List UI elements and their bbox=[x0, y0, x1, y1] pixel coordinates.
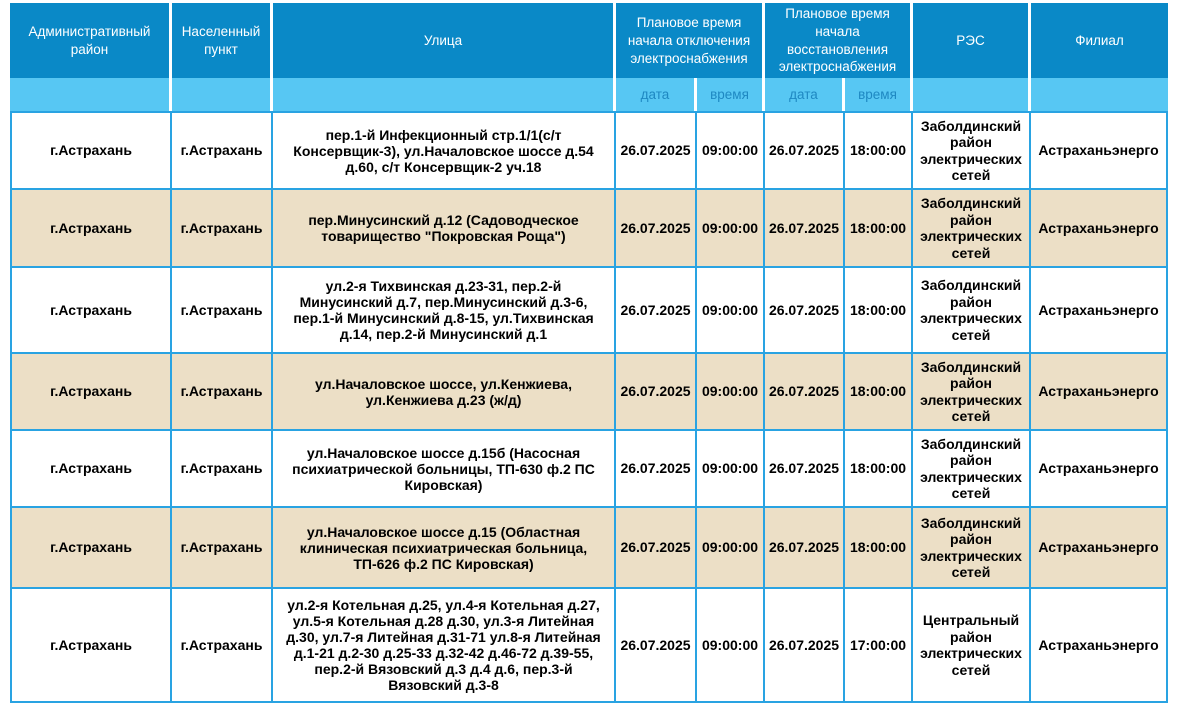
table-row: г.Астрахань г.Астрахань ул.Началовское ш… bbox=[10, 431, 1168, 509]
cell-branch: Астраханьэнерго bbox=[1031, 268, 1168, 355]
cell-off-time: 09:00:00 bbox=[697, 354, 765, 432]
cell-settlement: г.Астрахань bbox=[172, 508, 273, 590]
col-header-restore-start: Плановое время начала восстановления эле… bbox=[765, 3, 913, 79]
cell-street: ул.Началовское шоссе, ул.Кенжиева, ул.Ке… bbox=[273, 354, 616, 432]
cell-off-time: 09:00:00 bbox=[697, 508, 765, 590]
cell-branch: Астраханьэнерго bbox=[1031, 508, 1168, 590]
cell-on-time: 18:00:00 bbox=[845, 354, 913, 432]
table-row: г.Астрахань г.Астрахань пер.1-й Инфекцио… bbox=[10, 111, 1168, 191]
cell-street: ул.Началовское шоссе д.15б (Насосная пси… bbox=[273, 431, 616, 509]
cell-on-time: 18:00:00 bbox=[845, 190, 913, 269]
planned-outages-table: Административный район Населенный пункт … bbox=[10, 3, 1168, 704]
cell-res: Заболдинский район электрических сетей bbox=[913, 190, 1031, 269]
subheader-empty-settlement bbox=[172, 78, 273, 112]
cell-res: Заболдинский район электрических сетей bbox=[913, 111, 1031, 191]
table-row: г.Астрахань г.Астрахань пер.Минусинский … bbox=[10, 190, 1168, 269]
cell-off-date: 26.07.2025 bbox=[616, 111, 697, 191]
outages-table-container: Административный район Населенный пункт … bbox=[10, 3, 1168, 704]
cell-off-date: 26.07.2025 bbox=[616, 589, 697, 704]
cell-on-time: 17:00:00 bbox=[845, 589, 913, 704]
table-row: г.Астрахань г.Астрахань ул.Началовское ш… bbox=[10, 354, 1168, 432]
cell-res: Заболдинский район электрических сетей bbox=[913, 268, 1031, 355]
subheader-empty-street bbox=[273, 78, 616, 112]
cell-on-time: 18:00:00 bbox=[845, 431, 913, 509]
cell-on-date: 26.07.2025 bbox=[765, 589, 845, 704]
col-header-res: РЭС bbox=[913, 3, 1031, 79]
cell-on-time: 18:00:00 bbox=[845, 111, 913, 191]
cell-on-date: 26.07.2025 bbox=[765, 431, 845, 509]
col-header-branch: Филиал bbox=[1031, 3, 1168, 79]
col-header-district: Административный район bbox=[10, 3, 172, 79]
cell-res: Заболдинский район электрических сетей bbox=[913, 508, 1031, 590]
subcol-header-on-date: дата bbox=[765, 78, 845, 112]
cell-settlement: г.Астрахань bbox=[172, 111, 273, 191]
cell-settlement: г.Астрахань bbox=[172, 589, 273, 704]
subheader-row: дата время дата время bbox=[10, 78, 1168, 112]
cell-on-date: 26.07.2025 bbox=[765, 111, 845, 191]
cell-street: пер.1-й Инфекционный стр.1/1(с/т Консерв… bbox=[273, 111, 616, 191]
cell-branch: Астраханьэнерго bbox=[1031, 431, 1168, 509]
cell-district: г.Астрахань bbox=[10, 268, 172, 355]
table-row: г.Астрахань г.Астрахань ул.Началовское ш… bbox=[10, 508, 1168, 590]
cell-res: Центральный район электрических сетей bbox=[913, 589, 1031, 704]
col-header-outage-start: Плановое время начала отключения электро… bbox=[616, 3, 765, 79]
cell-off-time: 09:00:00 bbox=[697, 190, 765, 269]
cell-off-date: 26.07.2025 bbox=[616, 354, 697, 432]
cell-off-date: 26.07.2025 bbox=[616, 508, 697, 590]
cell-branch: Астраханьэнерго bbox=[1031, 589, 1168, 704]
cell-on-time: 18:00:00 bbox=[845, 508, 913, 590]
cell-off-date: 26.07.2025 bbox=[616, 431, 697, 509]
table-row: г.Астрахань г.Астрахань ул.2-я Котельная… bbox=[10, 589, 1168, 704]
subcol-header-on-time: время bbox=[845, 78, 913, 112]
cell-settlement: г.Астрахань bbox=[172, 268, 273, 355]
subheader-empty-district bbox=[10, 78, 172, 112]
subcol-header-off-time: время bbox=[697, 78, 765, 112]
cell-street: ул.Началовское шоссе д.15 (Областная кли… bbox=[273, 508, 616, 590]
cell-branch: Астраханьэнерго bbox=[1031, 111, 1168, 191]
cell-district: г.Астрахань bbox=[10, 354, 172, 432]
subheader-empty-res bbox=[913, 78, 1031, 112]
cell-on-date: 26.07.2025 bbox=[765, 354, 845, 432]
cell-district: г.Астрахань bbox=[10, 589, 172, 704]
cell-off-date: 26.07.2025 bbox=[616, 268, 697, 355]
cell-on-date: 26.07.2025 bbox=[765, 508, 845, 590]
col-header-street: Улица bbox=[273, 3, 616, 79]
cell-branch: Астраханьэнерго bbox=[1031, 190, 1168, 269]
cell-district: г.Астрахань bbox=[10, 190, 172, 269]
cell-on-time: 18:00:00 bbox=[845, 268, 913, 355]
cell-street: пер.Минусинский д.12 (Садоводческое това… bbox=[273, 190, 616, 269]
cell-settlement: г.Астрахань bbox=[172, 190, 273, 269]
cell-street: ул.2-я Котельная д.25, ул.4-я Котельная … bbox=[273, 589, 616, 704]
cell-street: ул.2-я Тихвинская д.23-31, пер.2-й Минус… bbox=[273, 268, 616, 355]
cell-district: г.Астрахань bbox=[10, 431, 172, 509]
cell-settlement: г.Астрахань bbox=[172, 431, 273, 509]
cell-branch: Астраханьэнерго bbox=[1031, 354, 1168, 432]
subcol-header-off-date: дата bbox=[616, 78, 697, 112]
cell-on-date: 26.07.2025 bbox=[765, 190, 845, 269]
cell-off-time: 09:00:00 bbox=[697, 589, 765, 704]
cell-off-time: 09:00:00 bbox=[697, 431, 765, 509]
table-row: г.Астрахань г.Астрахань ул.2-я Тихвинска… bbox=[10, 268, 1168, 355]
cell-off-time: 09:00:00 bbox=[697, 268, 765, 355]
cell-district: г.Астрахань bbox=[10, 111, 172, 191]
cell-district: г.Астрахань bbox=[10, 508, 172, 590]
cell-off-date: 26.07.2025 bbox=[616, 190, 697, 269]
subheader-empty-branch bbox=[1031, 78, 1168, 112]
cell-on-date: 26.07.2025 bbox=[765, 268, 845, 355]
cell-settlement: г.Астрахань bbox=[172, 354, 273, 432]
cell-res: Заболдинский район электрических сетей bbox=[913, 431, 1031, 509]
cell-off-time: 09:00:00 bbox=[697, 111, 765, 191]
col-header-settlement: Населенный пункт bbox=[172, 3, 273, 79]
cell-res: Заболдинский район электрических сетей bbox=[913, 354, 1031, 432]
header-row: Административный район Населенный пункт … bbox=[10, 3, 1168, 79]
